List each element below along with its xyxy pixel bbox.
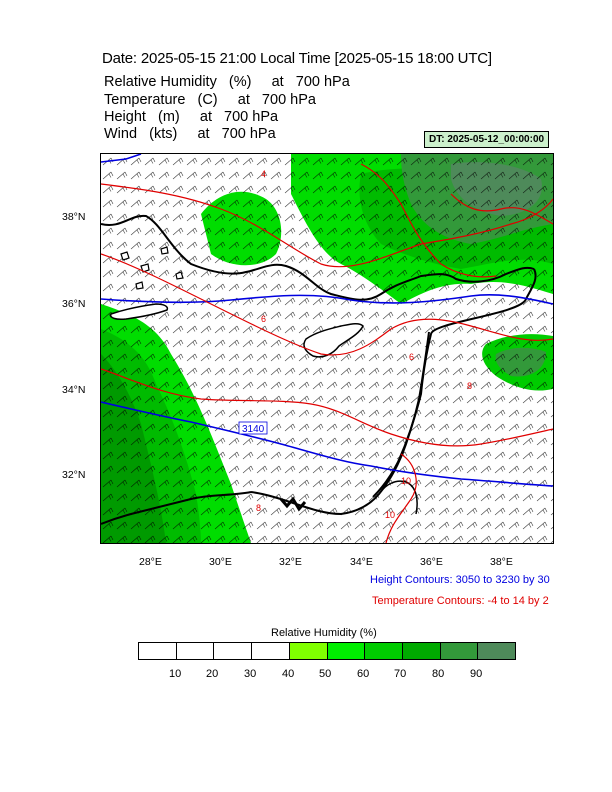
humidity-colorbar: [138, 642, 516, 660]
colorbar-swatch: [252, 643, 290, 659]
lon-tick-32: 32°E: [279, 556, 302, 568]
colorbar-label-50: 50: [319, 668, 332, 680]
lon-tick-38: 38°E: [490, 556, 513, 568]
height-contours-note: Height Contours: 3050 to 3230 by 30: [370, 574, 550, 586]
lat-tick-36: 36°N: [62, 298, 86, 310]
temp-label-c: 6: [409, 352, 414, 362]
temp-label-g: 10: [401, 476, 411, 486]
page-title: Date: 2025-05-15 21:00 Local Time [2025-…: [102, 50, 492, 67]
lon-tick-36: 36°E: [420, 556, 443, 568]
colorbar-label-10: 10: [169, 668, 182, 680]
colorbar-label-30: 30: [244, 668, 257, 680]
height-contour-mid: [101, 401, 553, 487]
weather-map: 3140 4 6 6 8 8 10 10: [100, 153, 554, 544]
temp-label-f: 10: [385, 510, 395, 520]
lon-tick-28: 28°E: [139, 556, 162, 568]
lat-tick-38: 38°N: [62, 211, 86, 223]
temp-contour-1: [101, 183, 553, 268]
colorbar-label-60: 60: [357, 668, 370, 680]
coastline-sinai: [378, 480, 418, 515]
colorbar-swatch: [365, 643, 403, 659]
height-contour-north: [101, 294, 553, 305]
temp-label-e: 8: [256, 503, 261, 513]
temp-contour-3: [101, 368, 553, 447]
variable-temperature-label: Temperature (C) at 700 hPa: [104, 92, 316, 108]
variable-height-label: Height (m) at 700 hPa: [104, 109, 279, 125]
lat-tick-32: 32°N: [62, 469, 86, 481]
variable-rh-label: Relative Humidity (%) at 700 hPa: [104, 74, 350, 90]
temperature-contours-note: Temperature Contours: -4 to 14 by 2: [372, 595, 549, 607]
temp-label-b: 6: [261, 314, 266, 324]
temp-label-d: 8: [467, 381, 472, 391]
colorbar-label-80: 80: [432, 668, 445, 680]
colorbar-swatch: [478, 643, 516, 659]
colorbar-label-90: 90: [470, 668, 483, 680]
colorbar-swatch: [440, 643, 479, 659]
aegean-islands: [120, 246, 184, 290]
temp-label-a: 4: [261, 169, 266, 179]
temp-contour-5: [385, 453, 417, 543]
colorbar-label-40: 40: [282, 668, 295, 680]
colorbar-swatch: [176, 643, 215, 659]
height-contour-northwest: [101, 154, 142, 163]
temp-contour-6: [450, 193, 553, 225]
coastline-egypt: [101, 491, 252, 525]
lat-tick-34: 34°N: [62, 384, 86, 396]
colorbar-label-70: 70: [394, 668, 407, 680]
height-label-3140: 3140: [238, 421, 268, 435]
colorbar-swatch: [214, 643, 253, 659]
init-time-badge: DT: 2025-05-12_00:00:00: [424, 131, 550, 148]
colorbar-swatch: [402, 643, 441, 659]
lon-tick-34: 34°E: [350, 556, 373, 568]
map-canvas: 3140 4 6 6 8 8 10 10: [101, 154, 553, 543]
colorbar-swatch: [139, 643, 177, 659]
delta-coast: [279, 496, 307, 512]
lon-tick-30: 30°E: [209, 556, 232, 568]
coastline-turkey: [101, 214, 535, 301]
colorbar-swatch: [289, 643, 328, 659]
crete-island: [109, 303, 169, 320]
svg-text:3140: 3140: [242, 424, 265, 435]
cyprus-island: [303, 322, 364, 358]
coastline-levant-2: [372, 331, 430, 498]
colorbar-label-20: 20: [206, 668, 219, 680]
colorbar-title: Relative Humidity (%): [271, 627, 377, 639]
temp-contour-4: [360, 163, 497, 278]
temp-contour-2: [101, 253, 553, 356]
variable-wind-label: Wind (kts) at 700 hPa: [104, 126, 276, 142]
colorbar-swatch: [327, 643, 366, 659]
